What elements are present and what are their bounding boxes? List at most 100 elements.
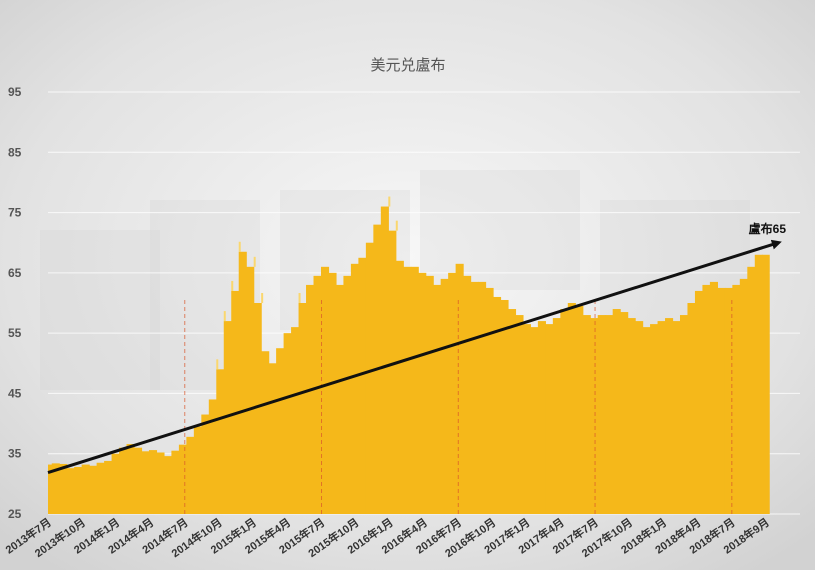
area-bar <box>537 321 546 514</box>
y-axis-labels: 25 35 45 55 65 75 85 95 <box>8 85 22 521</box>
area-bar <box>201 414 210 514</box>
area-bar <box>597 315 606 514</box>
dashed-vertical-lines <box>184 300 733 514</box>
y-tick-label: 35 <box>8 447 22 461</box>
area-bar <box>163 456 173 514</box>
y-tick-label: 75 <box>8 206 22 220</box>
y-tick-label: 85 <box>8 145 22 159</box>
area-bar <box>193 426 202 514</box>
area-bar <box>350 263 359 514</box>
area-bar <box>66 468 75 514</box>
area-bar <box>709 281 718 514</box>
area-bar <box>739 278 748 514</box>
area-bar <box>560 309 569 514</box>
spike <box>261 293 264 303</box>
area-bar <box>485 287 494 514</box>
area-bar <box>403 266 412 514</box>
area-bar <box>328 272 337 514</box>
area-bar <box>732 284 741 514</box>
y-tick-label: 95 <box>8 85 22 99</box>
area-bar <box>104 460 113 514</box>
area-bar <box>425 275 434 514</box>
spike <box>388 196 391 207</box>
area-bar <box>702 284 711 514</box>
area-bar <box>74 466 83 514</box>
trend-arrow <box>47 239 782 474</box>
area-bar <box>418 272 427 514</box>
annotation-label: 盧布65 <box>749 221 787 236</box>
bg-block <box>40 230 160 390</box>
y-tick-label: 55 <box>8 326 22 340</box>
area-bar <box>522 324 532 514</box>
area-bar <box>81 464 90 514</box>
area-bar <box>567 303 576 514</box>
area-bar <box>440 278 449 514</box>
spike <box>395 220 398 231</box>
area-bar <box>111 453 120 514</box>
y-tick-label: 45 <box>8 386 22 400</box>
area-bar <box>552 318 561 514</box>
area-bar <box>89 465 98 514</box>
bg-block <box>420 170 580 290</box>
area-bar <box>223 321 232 514</box>
area-bar <box>515 315 524 514</box>
area-bar <box>463 275 472 514</box>
area-bar <box>470 281 479 514</box>
area-bar <box>448 272 457 514</box>
area-bar <box>530 327 539 514</box>
area-bar <box>141 451 150 514</box>
area-bar <box>238 251 247 514</box>
area-bar <box>747 266 756 514</box>
area-bar <box>186 436 195 514</box>
area-bar <box>627 318 636 514</box>
area-bar <box>216 369 225 514</box>
area-bar <box>410 266 419 514</box>
area-bar <box>134 447 143 514</box>
area-bar <box>650 324 659 514</box>
area-bar <box>665 318 674 514</box>
area-bar <box>754 254 763 514</box>
area-bar <box>306 284 315 514</box>
area-bar <box>96 462 105 514</box>
area-bar <box>657 321 666 514</box>
trend-layer <box>47 239 782 474</box>
area-bar <box>762 254 770 514</box>
area-bar <box>148 450 158 514</box>
area-bar <box>126 444 135 514</box>
area-bar <box>358 257 367 514</box>
area-bar <box>388 230 397 514</box>
spike <box>238 241 241 252</box>
area-bar <box>246 266 255 514</box>
spike <box>216 359 219 370</box>
area-bar <box>335 284 345 514</box>
area-bar <box>343 275 352 514</box>
area-bar <box>276 348 285 514</box>
area-bar <box>672 321 681 514</box>
y-tick-label: 65 <box>8 266 22 280</box>
area-bar <box>612 309 621 514</box>
spike <box>223 311 226 322</box>
area-bar <box>717 287 726 514</box>
area-bar <box>291 327 300 514</box>
area-bar <box>590 318 599 514</box>
area-bar <box>575 306 584 514</box>
series-area <box>48 196 770 515</box>
area-bar <box>687 303 696 514</box>
area-bar <box>208 399 217 514</box>
area-bar <box>635 321 644 514</box>
area-bar <box>51 463 60 514</box>
chart-title: 美元兑盧布 <box>370 57 445 74</box>
area-bar <box>261 351 270 514</box>
area-bar <box>156 452 165 514</box>
area-bar <box>507 309 517 514</box>
area-bar <box>313 275 322 514</box>
area-bar <box>365 242 374 514</box>
area-bar <box>395 260 404 514</box>
area-bar <box>455 263 464 514</box>
spike <box>253 256 256 267</box>
area-bar <box>493 296 502 514</box>
area-bar <box>642 327 651 514</box>
area-bar <box>171 450 180 514</box>
